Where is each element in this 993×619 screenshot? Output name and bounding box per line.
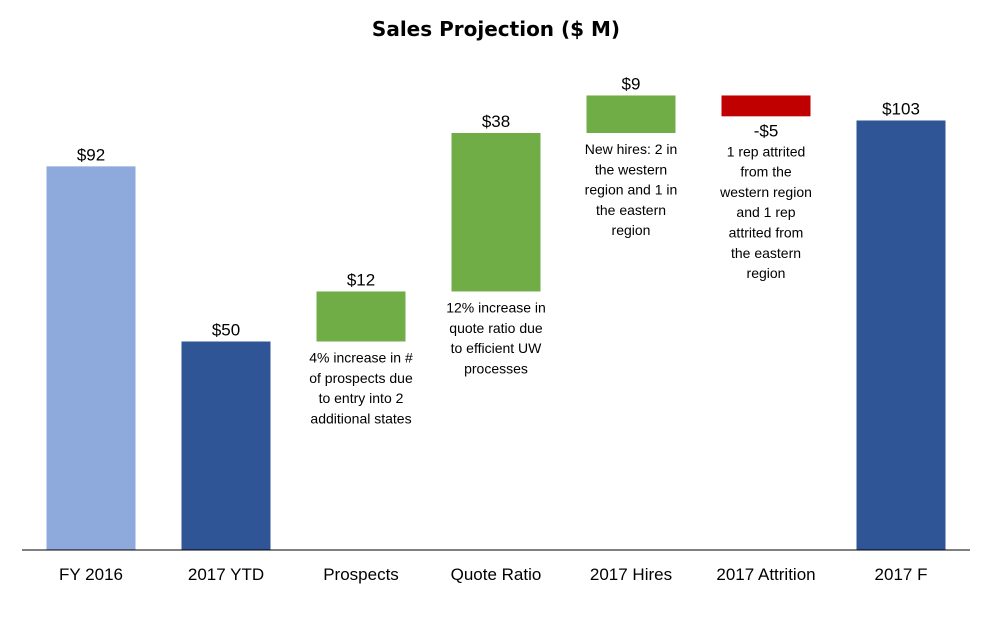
x-tick-label: Prospects [323, 565, 399, 584]
annotation-2017-hires: the eastern [596, 202, 666, 218]
data-label-fy-2016: $92 [77, 145, 105, 164]
x-tick-label: Quote Ratio [451, 565, 542, 584]
data-label-prospects: $12 [347, 270, 375, 289]
data-label-2017-attrition: -$5 [754, 121, 779, 140]
bar-2017-f [856, 120, 946, 551]
annotation-prospects: additional states [310, 410, 411, 426]
annotation-quote-ratio: to efficient UW [451, 340, 543, 356]
annotation-2017-hires: the western [595, 161, 667, 177]
x-tick-label: FY 2016 [59, 565, 123, 584]
annotation-prospects: 4% increase in # [309, 350, 413, 366]
annotation-quote-ratio: quote ratio due [449, 320, 543, 336]
labels-layer: FY 2016 $92 2017 YTD $50 Prospects $12 4% incr… [59, 74, 927, 584]
x-tick-label: 2017 Attrition [716, 565, 815, 584]
bar-2017-ytd [181, 341, 271, 550]
chart-title: Sales Projection ($ M) [372, 17, 620, 41]
annotation-2017-attrition: attrited from [729, 225, 804, 241]
annotation-2017-attrition: region [747, 265, 786, 281]
annotation-2017-attrition: the eastern [731, 245, 801, 261]
annotation-2017-attrition: and 1 rep [736, 204, 795, 220]
annotation-2017-hires: region and 1 in [585, 182, 678, 198]
bar-fy-2016 [46, 166, 136, 551]
bar-2017-hires [586, 95, 676, 133]
data-label-2017-ytd: $50 [212, 321, 240, 340]
annotation-2017-attrition: western region [719, 184, 812, 200]
annotation-quote-ratio: processes [464, 360, 528, 376]
data-label-2017-f: $103 [882, 99, 920, 118]
bar-quote-ratio [451, 133, 541, 292]
x-tick-label: 2017 F [875, 565, 928, 584]
data-label-2017-hires: $9 [622, 74, 641, 93]
annotation-2017-attrition: from the [740, 164, 792, 180]
annotation-prospects: to entry into 2 [319, 390, 404, 406]
annotation-prospects: of prospects due [309, 370, 413, 386]
annotation-quote-ratio: 12% increase in [446, 299, 546, 315]
annotation-2017-hires: New hires: 2 in [585, 141, 678, 157]
x-tick-label: 2017 Hires [590, 565, 672, 584]
x-tick-label: 2017 YTD [188, 565, 264, 584]
data-label-quote-ratio: $38 [482, 112, 510, 131]
bar-prospects [316, 291, 406, 342]
bars-layer [46, 95, 946, 551]
annotation-2017-attrition: 1 rep attrited [727, 143, 806, 159]
bar-2017-attrition [721, 95, 811, 117]
annotation-2017-hires: region [612, 222, 651, 238]
